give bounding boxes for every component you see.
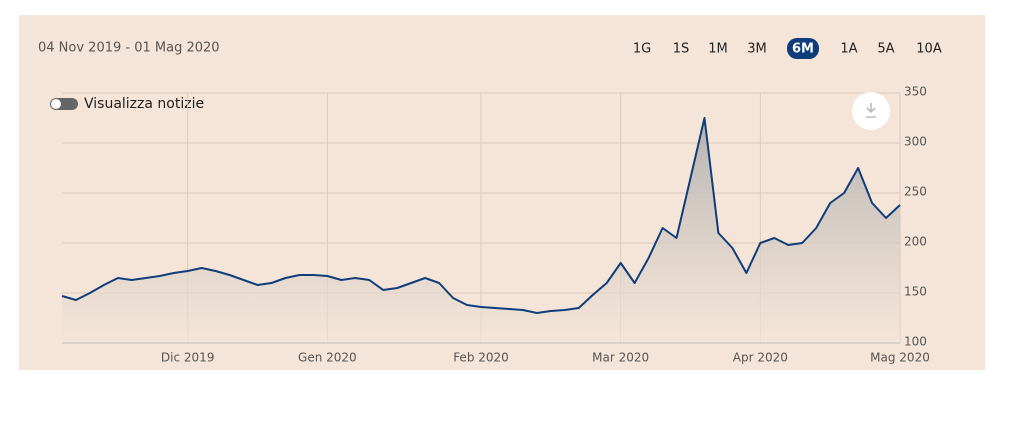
x-tick-label: Mar 2020 bbox=[592, 351, 649, 365]
range-button[interactable]: 5A bbox=[877, 42, 894, 57]
y-tick-label: 300 bbox=[904, 135, 927, 149]
range-button[interactable]: 10A bbox=[916, 42, 942, 57]
line bbox=[61, 117, 901, 314]
range-button[interactable]: 1S bbox=[673, 42, 690, 57]
range-button[interactable]: 1G bbox=[633, 42, 651, 57]
range-button[interactable]: 1A bbox=[840, 42, 857, 57]
x-tick-label: Dic 2019 bbox=[161, 351, 215, 365]
y-tick-label: 350 bbox=[904, 85, 927, 99]
date-range: 04 Nov 2019 - 01 Mag 2020 bbox=[38, 41, 220, 56]
x-tick-label: Apr 2020 bbox=[733, 351, 788, 365]
area bbox=[62, 118, 900, 343]
y-tick-label: 150 bbox=[904, 285, 927, 299]
y-tick-label: 250 bbox=[904, 185, 927, 199]
download-icon bbox=[866, 103, 876, 118]
plot: 100 150 200 250 300 350 Dic 2019 Gen 2020 Feb 20… bbox=[61, 85, 930, 365]
range-buttons: 1G 1S 1M 3M 6M 1A 5A 10A bbox=[633, 38, 942, 59]
y-tick-label: 100 bbox=[904, 335, 927, 349]
x-tick-label: Mag 2020 bbox=[870, 351, 930, 365]
range-button[interactable]: 3M bbox=[747, 42, 767, 57]
toggle-knob bbox=[51, 99, 61, 109]
range-button[interactable]: 6M bbox=[792, 42, 814, 57]
x-tick-label: Feb 2020 bbox=[453, 351, 509, 365]
x-tick-label: Gen 2020 bbox=[298, 351, 357, 365]
range-button[interactable]: 1M bbox=[708, 42, 728, 57]
y-tick-label: 200 bbox=[904, 235, 927, 249]
range-button-bg[interactable] bbox=[787, 38, 819, 59]
toggle-label: Visualizza notizie bbox=[84, 96, 204, 112]
